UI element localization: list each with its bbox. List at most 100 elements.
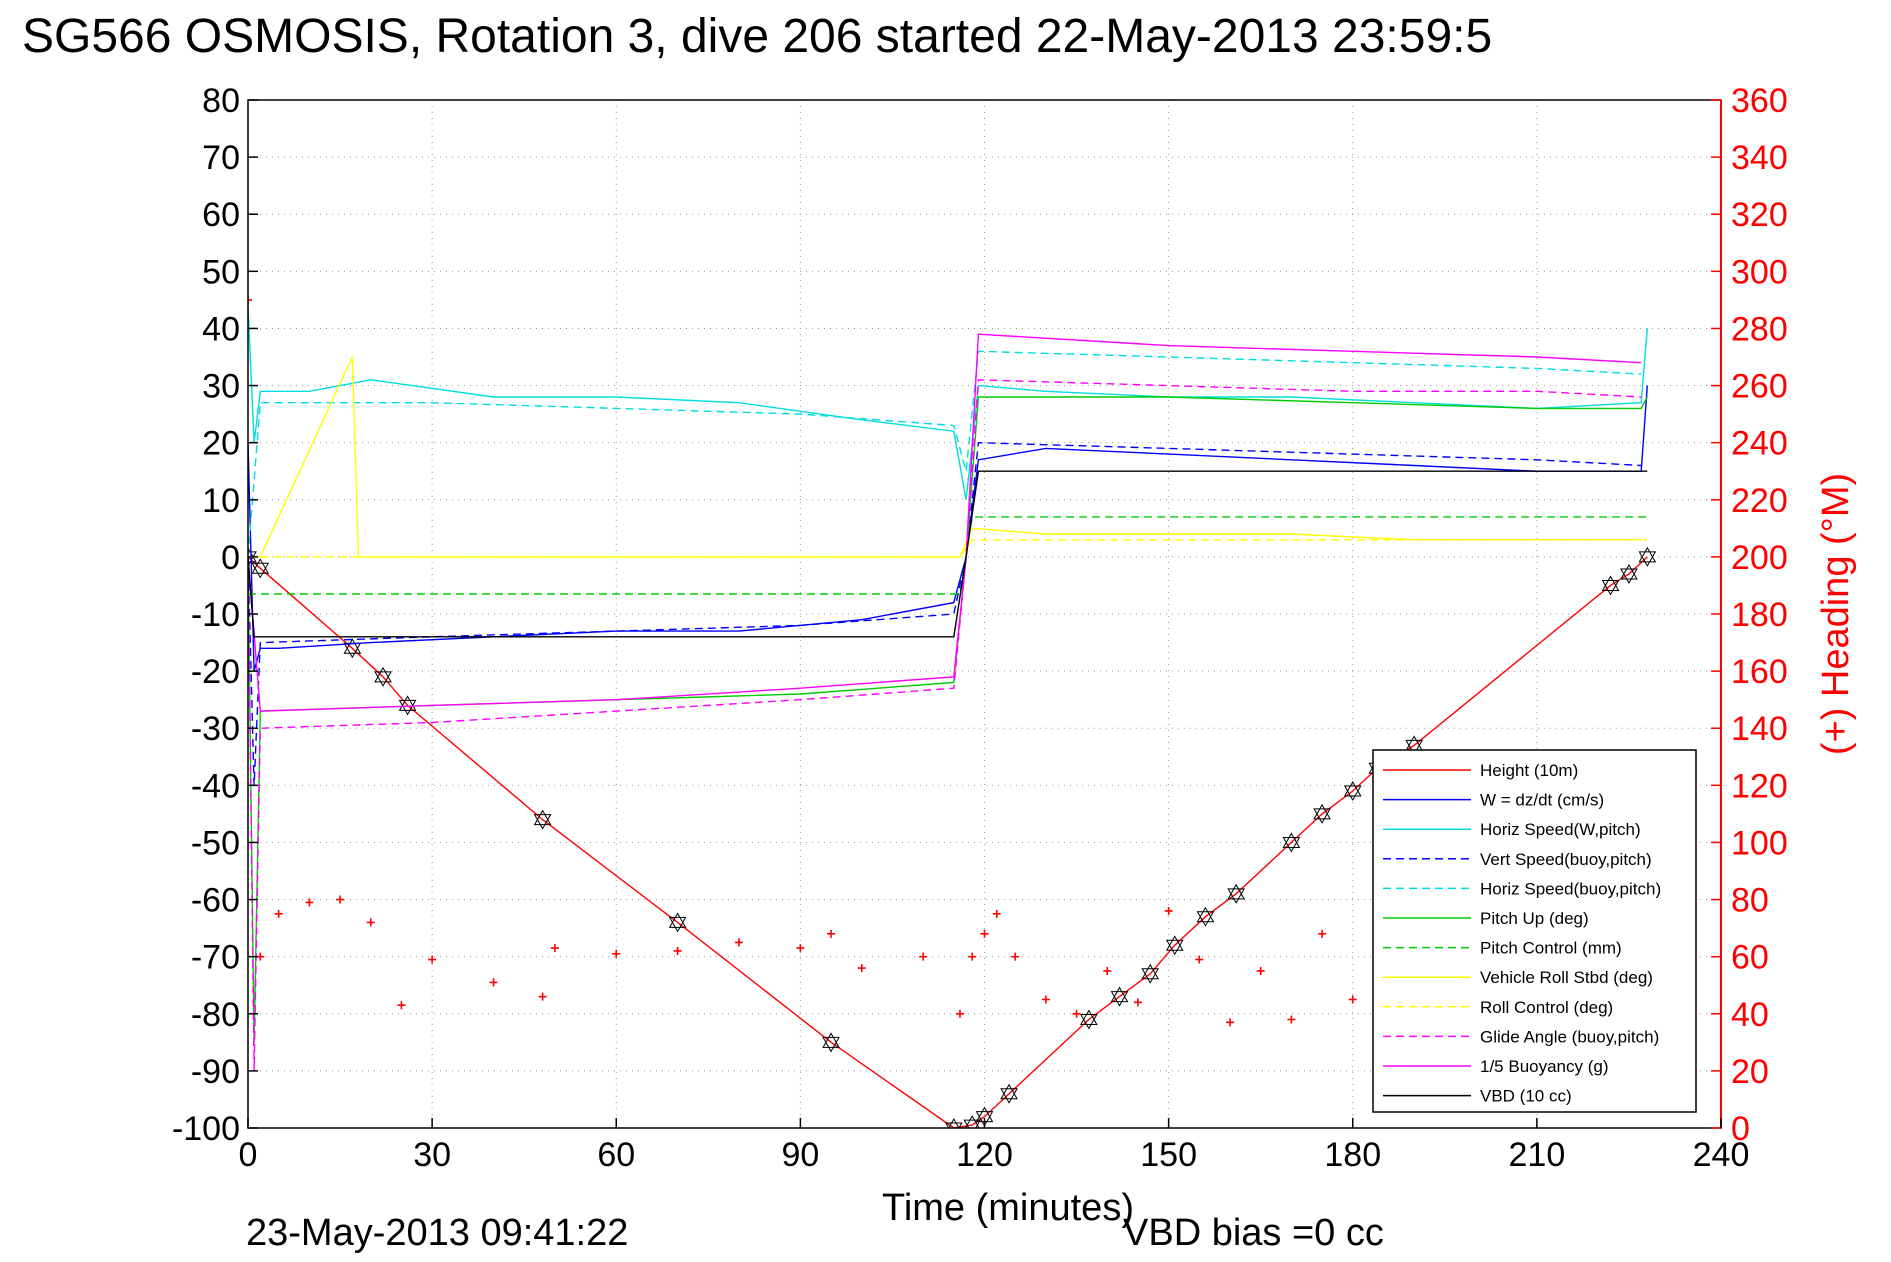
heading-marker <box>1103 966 1112 975</box>
y2-tick-label: 220 <box>1731 482 1788 520</box>
y-tick-label: 0 <box>221 539 240 577</box>
heading-marker <box>1195 955 1204 964</box>
height-marker <box>374 666 392 687</box>
heading-marker <box>612 949 621 958</box>
legend-label: W = dz/dt (cm/s) <box>1480 791 1604 810</box>
series-heading <box>248 295 1419 1027</box>
y-tick-label: -30 <box>191 710 240 748</box>
height-marker <box>248 546 257 567</box>
y-tick-label: -80 <box>191 996 240 1034</box>
heading-marker <box>1011 952 1020 961</box>
y-tick-label: 60 <box>202 196 240 234</box>
height-marker <box>1282 832 1301 853</box>
y2-tick-label: 260 <box>1731 368 1788 406</box>
legend-label: Roll Control (deg) <box>1480 998 1613 1017</box>
legend-label: Pitch Control (mm) <box>1480 939 1622 958</box>
y-tick-label: 70 <box>202 139 240 177</box>
series-pitch-control-mm <box>248 516 1648 595</box>
y2-tick-label: 60 <box>1731 939 1769 977</box>
heading-marker <box>827 929 836 938</box>
y-tick-label: -90 <box>191 1053 240 1091</box>
y-tick-label: -50 <box>191 824 240 862</box>
series-roll-control-deg <box>248 539 1648 558</box>
x-tick-label: 90 <box>781 1136 819 1174</box>
y2-tick-label: 100 <box>1731 824 1788 862</box>
y2-tick-label: 20 <box>1731 1053 1769 1091</box>
heading-marker <box>857 964 866 973</box>
x-tick-label: 60 <box>597 1136 635 1174</box>
legend-label: Horiz Speed(buoy,pitch) <box>1480 879 1661 898</box>
series-horiz-speed-buoy-pitch <box>248 350 1642 557</box>
y-tick-label: -10 <box>191 596 240 634</box>
y2-tick-label: 80 <box>1731 882 1769 920</box>
x-tick-label: 240 <box>1693 1136 1750 1174</box>
y2-tick-label: 40 <box>1731 996 1769 1034</box>
y2-tick-label: 120 <box>1731 767 1788 805</box>
height-marker <box>1227 883 1246 904</box>
y2-tick-label: 240 <box>1731 425 1788 463</box>
height-marker <box>1620 564 1638 585</box>
height-marker <box>1000 1083 1018 1104</box>
heading-marker <box>1164 906 1173 915</box>
height-marker <box>1196 906 1215 927</box>
y-tick-label: -60 <box>191 882 240 920</box>
legend-label: Pitch Up (deg) <box>1480 909 1589 928</box>
y2-tick-label: 280 <box>1731 310 1788 348</box>
heading-marker <box>673 946 682 955</box>
y2-tick-label: 300 <box>1731 253 1788 291</box>
heading-marker <box>968 952 977 961</box>
height-marker <box>963 1115 982 1128</box>
y-tick-label: 20 <box>202 425 240 463</box>
heading-marker <box>489 978 498 987</box>
heading-marker <box>248 295 252 304</box>
series-vbd-10-cc <box>248 470 1648 638</box>
height-marker <box>1601 575 1620 596</box>
heading-marker <box>336 895 345 904</box>
legend-label: Vehicle Roll Stbd (deg) <box>1480 968 1653 987</box>
y-tick-label: -70 <box>191 939 240 977</box>
y-tick-label: -40 <box>191 767 240 805</box>
series-vert-speed-buoy-pitch <box>248 441 1642 786</box>
series-horiz-speed-w-pitch <box>248 305 1648 500</box>
legend-box <box>1372 749 1697 1113</box>
heading-marker <box>735 938 743 947</box>
height-marker <box>1141 963 1160 984</box>
legend: Height (10m) W = dz/dt (cm/s) Horiz Speed(… <box>1372 749 1697 1113</box>
legend-label: Horiz Speed(W,pitch) <box>1480 820 1641 839</box>
y-tick-label: -20 <box>191 653 240 691</box>
footer-date: 23-May-2013 09:41:22 <box>246 1212 628 1254</box>
y-tick-label: -100 <box>172 1110 240 1148</box>
heading-marker <box>274 909 283 918</box>
series-w-dz-dt-cm-s <box>248 385 1648 672</box>
heading-marker <box>992 909 1001 918</box>
chart-title: SG566 OSMOSIS, Rotation 3, dive 206 star… <box>22 10 1492 63</box>
heading-marker <box>550 944 559 953</box>
x-tick-label: 150 <box>1140 1136 1197 1174</box>
legend-label: VBD (10 cc) <box>1480 1087 1572 1106</box>
y-tick-label: 10 <box>202 482 240 520</box>
heading-marker <box>366 918 375 927</box>
legend-label: Height (10m) <box>1480 761 1578 780</box>
y-tick-label: 30 <box>202 368 240 406</box>
height-marker <box>668 912 687 933</box>
heading-marker <box>428 955 437 964</box>
y2-tick-label: 160 <box>1731 653 1788 691</box>
ticks: 0 30 60 90 120 150 180 210 24080706050403020100-… <box>172 82 1788 1174</box>
heading-marker <box>1287 1015 1296 1024</box>
heading-marker <box>1041 995 1050 1004</box>
height-marker <box>1343 781 1362 802</box>
y2-axis-label: (+) Heading (°M) <box>1815 473 1857 755</box>
height-marker <box>1079 1009 1098 1030</box>
heading-marker <box>955 1009 964 1018</box>
heading-marker <box>1226 1018 1234 1027</box>
y2-tick-label: 0 <box>1731 1110 1750 1148</box>
y2-tick-label: 200 <box>1731 539 1788 577</box>
y-tick-label: 40 <box>202 310 240 348</box>
y2-tick-label: 320 <box>1731 196 1788 234</box>
height-marker <box>1165 935 1184 956</box>
y2-tick-label: 140 <box>1731 710 1788 748</box>
legend-label: Glide Angle (buoy,pitch) <box>1480 1027 1659 1046</box>
heading-marker <box>1348 995 1357 1004</box>
height-marker <box>398 695 417 716</box>
